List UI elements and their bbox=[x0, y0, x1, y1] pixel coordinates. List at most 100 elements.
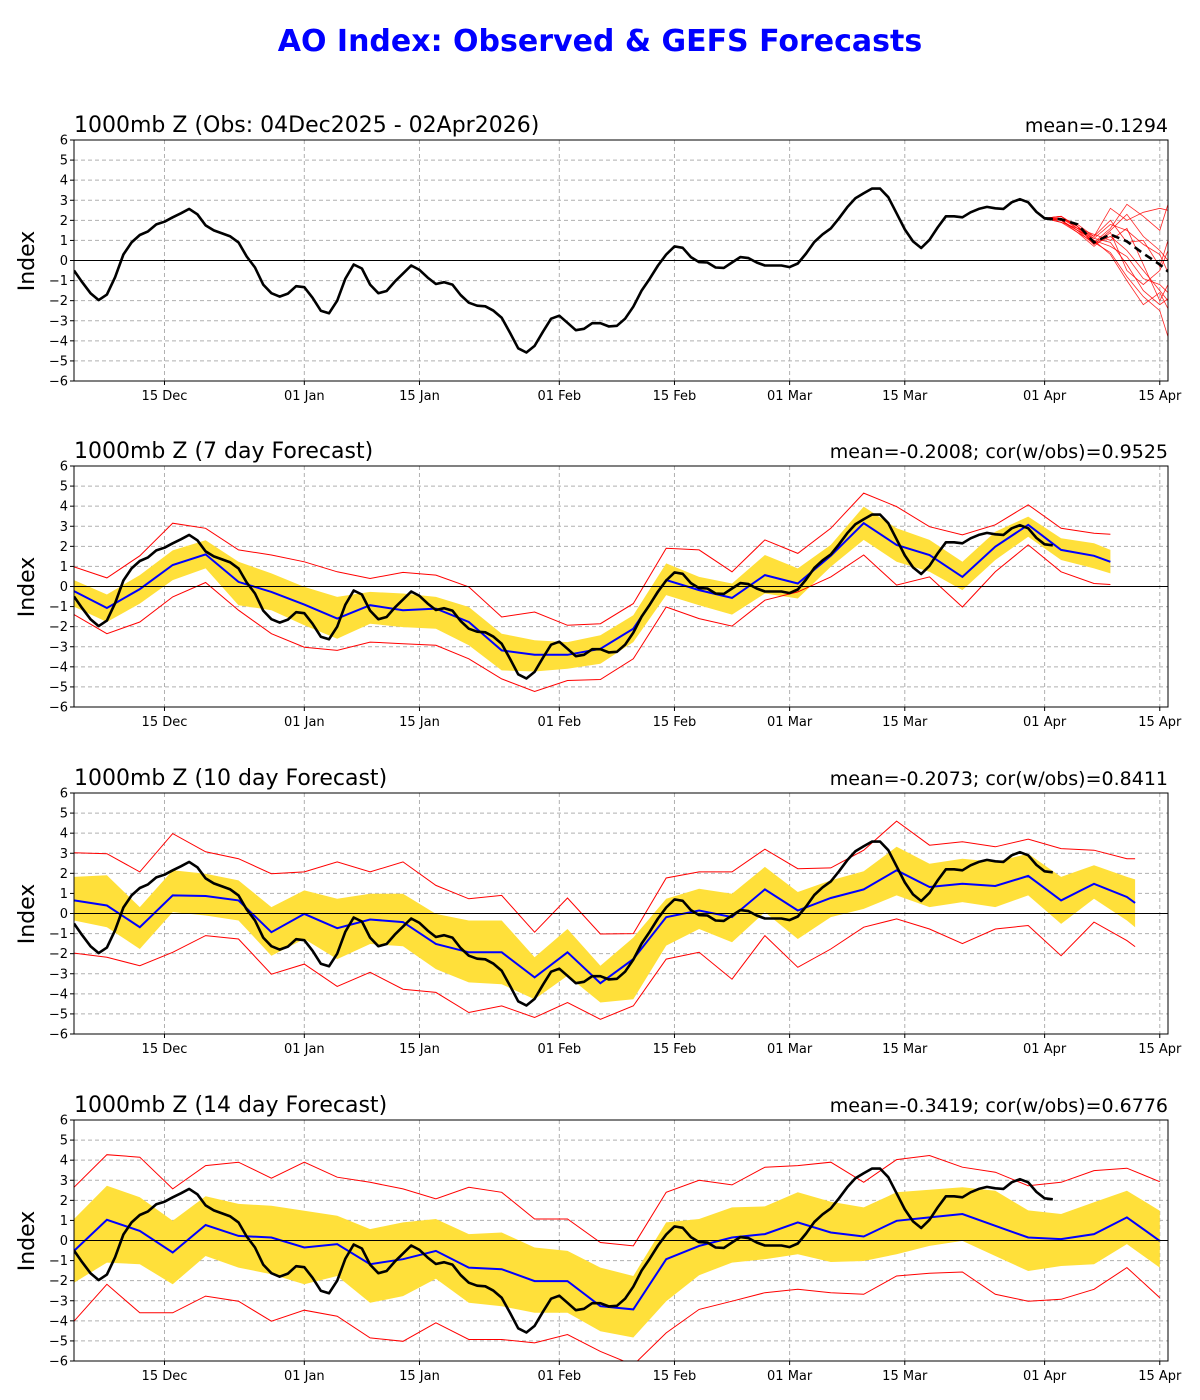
y-tick-label: −5 bbox=[49, 680, 68, 695]
y-tick-label: −2 bbox=[49, 294, 68, 309]
ensemble-max-line bbox=[74, 820, 1136, 935]
y-tick-label: −6 bbox=[49, 1028, 68, 1043]
y-tick-label: −5 bbox=[49, 1334, 68, 1349]
ensemble-member-line bbox=[1044, 213, 1168, 261]
x-tick-label: 01 Jan bbox=[284, 1369, 325, 1384]
ensemble-min-line bbox=[74, 544, 1111, 693]
x-tick-label: 15 Mar bbox=[882, 1042, 928, 1057]
x-tick-label: 15 Apr bbox=[1138, 389, 1182, 404]
x-tick-label: 01 Jan bbox=[284, 1042, 325, 1057]
x-tick-label: 15 Feb bbox=[653, 389, 697, 404]
y-tick-label: 5 bbox=[60, 1134, 68, 1149]
figure-title: AO Index: Observed & GEFS Forecasts bbox=[278, 24, 922, 59]
ensemble-mean-line bbox=[74, 869, 1136, 985]
ensemble-member-line bbox=[1044, 217, 1168, 337]
panel-marks bbox=[74, 492, 1168, 693]
y-tick-label: −2 bbox=[49, 620, 68, 635]
ensemble-max-line bbox=[74, 1154, 1160, 1247]
x-tick-label: 01 Feb bbox=[537, 1042, 581, 1057]
x-tick-label: 15 Feb bbox=[653, 1042, 697, 1057]
x-tick-label: 15 Jan bbox=[399, 1369, 440, 1384]
y-tick-label: 5 bbox=[60, 154, 68, 169]
plot-frame bbox=[73, 1119, 1169, 1362]
panel-2-title: 1000mb Z (7 day Forecast) bbox=[74, 439, 373, 464]
y-tick-label: 4 bbox=[60, 1154, 68, 1169]
panel-2-ylabel: Index bbox=[15, 557, 40, 618]
panel-1-stat: mean=-0.1294 bbox=[1025, 115, 1168, 137]
x-tick-label: 15 Dec bbox=[142, 715, 188, 730]
y-tick-label: −4 bbox=[49, 987, 68, 1002]
y-tick-label: 1 bbox=[60, 1214, 68, 1229]
panel-3: −6 −5 −4 −3 −2 −1 0 1 2 3 4 5 6 15 Dec 01 Jan 15 Jan 01 … bbox=[49, 787, 1182, 1058]
x-tick-label: 15 Mar bbox=[882, 715, 928, 730]
observed-ao-line bbox=[74, 513, 1053, 680]
ensemble-max-line bbox=[74, 492, 1111, 626]
x-tick-label: 01 Mar bbox=[767, 1369, 813, 1384]
y-tick-label: 3 bbox=[60, 1174, 68, 1189]
x-tick-label: 01 Apr bbox=[1023, 389, 1067, 404]
y-tick-label: −5 bbox=[49, 354, 68, 369]
x-tick-label: 15 Mar bbox=[882, 389, 928, 404]
y-tick-label: −3 bbox=[49, 314, 68, 329]
observed-ao-line bbox=[74, 187, 1053, 354]
y-tick-label: 5 bbox=[60, 480, 68, 495]
panel-marks bbox=[74, 1154, 1168, 1361]
panel-2: −6 −5 −4 −3 −2 −1 0 1 2 3 4 5 6 15 Dec 01 Jan 15 Jan 01 … bbox=[49, 460, 1182, 731]
ensemble-member-line bbox=[1044, 217, 1168, 268]
y-tick-label: 0 bbox=[60, 1234, 68, 1249]
ensemble-member-line bbox=[1044, 215, 1168, 302]
observed-ao-line bbox=[74, 1167, 1053, 1334]
x-tick-label: 01 Apr bbox=[1023, 715, 1067, 730]
y-tick-label: 0 bbox=[60, 907, 68, 922]
panel-4-title: 1000mb Z (14 day Forecast) bbox=[74, 1093, 387, 1118]
x-tick-label: 15 Feb bbox=[653, 715, 697, 730]
panel-4-ylabel: Index bbox=[15, 1211, 40, 1272]
x-tick-label: 15 Apr bbox=[1138, 1042, 1182, 1057]
y-tick-label: 2 bbox=[60, 867, 68, 882]
plot-frame bbox=[73, 792, 1169, 1035]
x-tick-label: 15 Jan bbox=[399, 389, 440, 404]
y-tick-label: −2 bbox=[49, 1274, 68, 1289]
x-tick-label: 15 Dec bbox=[142, 1369, 188, 1384]
panel-1: −6 −5 −4 −3 −2 −1 0 1 2 3 4 5 6 15 Dec 01 Jan 15 Jan 01 … bbox=[49, 134, 1182, 405]
y-tick-label: 1 bbox=[60, 887, 68, 902]
y-tick-label: 3 bbox=[60, 520, 68, 535]
y-tick-label: 4 bbox=[60, 500, 68, 515]
panel-3-title: 1000mb Z (10 day Forecast) bbox=[74, 766, 387, 791]
panel-2-stat: mean=-0.2008; cor(w/obs)=0.9525 bbox=[830, 441, 1168, 463]
ensemble-member-line bbox=[1044, 217, 1168, 306]
x-tick-label: 01 Jan bbox=[284, 389, 325, 404]
x-tick-label: 01 Mar bbox=[767, 715, 813, 730]
x-tick-label: 01 Feb bbox=[537, 715, 581, 730]
y-tick-label: 2 bbox=[60, 1194, 68, 1209]
y-tick-label: −1 bbox=[49, 1254, 68, 1269]
plot-frame bbox=[73, 465, 1169, 708]
x-tick-label: 01 Apr bbox=[1023, 1369, 1067, 1384]
panel-3-ylabel: Index bbox=[15, 884, 40, 945]
y-tick-label: −4 bbox=[49, 1314, 68, 1329]
y-tick-label: 6 bbox=[60, 1114, 68, 1129]
observed-ao-line bbox=[74, 840, 1053, 1007]
y-tick-label: −5 bbox=[49, 1007, 68, 1022]
plot-panels: −6 −5 −4 −3 −2 −1 0 1 2 3 4 5 6 15 Dec 01 Jan 15 Jan 01 … bbox=[49, 134, 1182, 1385]
y-tick-label: 3 bbox=[60, 194, 68, 209]
ensemble-mean-line bbox=[74, 1212, 1161, 1311]
panel-4-stat: mean=-0.3419; cor(w/obs)=0.6776 bbox=[830, 1095, 1168, 1117]
x-tick-label: 01 Feb bbox=[537, 389, 581, 404]
y-tick-label: 4 bbox=[60, 174, 68, 189]
plot-frame bbox=[73, 139, 1169, 382]
y-tick-label: 2 bbox=[60, 214, 68, 229]
y-tick-label: −4 bbox=[49, 334, 68, 349]
panel-4: −6 −5 −4 −3 −2 −1 0 1 2 3 4 5 6 15 Dec 01 Jan 15 Jan 01 … bbox=[49, 1114, 1182, 1385]
panel-marks bbox=[74, 187, 1168, 354]
y-tick-label: −1 bbox=[49, 600, 68, 615]
y-tick-label: 2 bbox=[60, 540, 68, 555]
y-tick-label: 5 bbox=[60, 807, 68, 822]
y-tick-label: 1 bbox=[60, 560, 68, 575]
x-tick-label: 15 Jan bbox=[399, 715, 440, 730]
x-tick-label: 15 Apr bbox=[1138, 1369, 1182, 1384]
y-tick-label: 1 bbox=[60, 234, 68, 249]
y-tick-label: −3 bbox=[49, 967, 68, 982]
